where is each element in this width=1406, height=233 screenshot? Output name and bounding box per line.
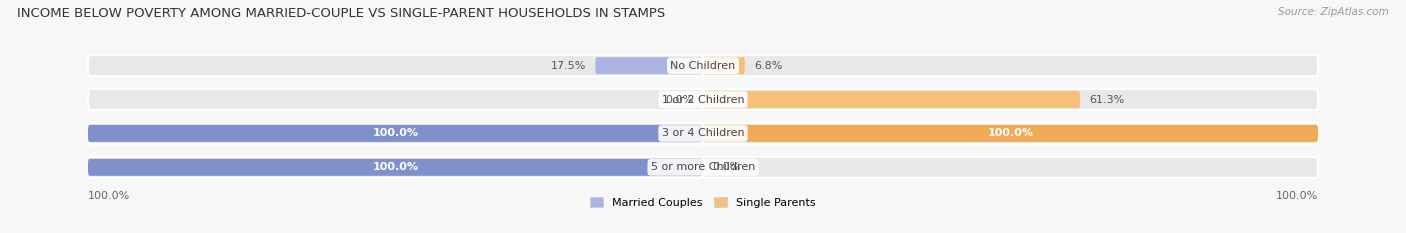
FancyBboxPatch shape: [703, 57, 745, 74]
FancyBboxPatch shape: [703, 89, 1319, 110]
Text: 100.0%: 100.0%: [373, 128, 419, 138]
FancyBboxPatch shape: [87, 123, 703, 144]
FancyBboxPatch shape: [87, 89, 703, 110]
Text: 5 or more Children: 5 or more Children: [651, 162, 755, 172]
Text: 100.0%: 100.0%: [373, 162, 419, 172]
Text: 0.0%: 0.0%: [665, 95, 693, 105]
Text: 6.8%: 6.8%: [754, 61, 782, 71]
FancyBboxPatch shape: [87, 159, 703, 176]
Text: 100.0%: 100.0%: [1275, 191, 1319, 201]
Text: 17.5%: 17.5%: [551, 61, 586, 71]
FancyBboxPatch shape: [595, 57, 703, 74]
Legend: Married Couples, Single Parents: Married Couples, Single Parents: [586, 193, 820, 212]
FancyBboxPatch shape: [87, 157, 703, 178]
Text: 100.0%: 100.0%: [87, 191, 131, 201]
Text: 3 or 4 Children: 3 or 4 Children: [662, 128, 744, 138]
Text: No Children: No Children: [671, 61, 735, 71]
Text: 0.0%: 0.0%: [713, 162, 741, 172]
FancyBboxPatch shape: [87, 125, 703, 142]
Text: Source: ZipAtlas.com: Source: ZipAtlas.com: [1278, 7, 1389, 17]
Text: 61.3%: 61.3%: [1090, 95, 1125, 105]
FancyBboxPatch shape: [703, 55, 1319, 76]
Text: INCOME BELOW POVERTY AMONG MARRIED-COUPLE VS SINGLE-PARENT HOUSEHOLDS IN STAMPS: INCOME BELOW POVERTY AMONG MARRIED-COUPL…: [17, 7, 665, 20]
Text: 100.0%: 100.0%: [987, 128, 1033, 138]
FancyBboxPatch shape: [703, 125, 1319, 142]
FancyBboxPatch shape: [87, 55, 703, 76]
FancyBboxPatch shape: [703, 91, 1080, 108]
Text: 1 or 2 Children: 1 or 2 Children: [662, 95, 744, 105]
FancyBboxPatch shape: [703, 157, 1319, 178]
FancyBboxPatch shape: [703, 123, 1319, 144]
